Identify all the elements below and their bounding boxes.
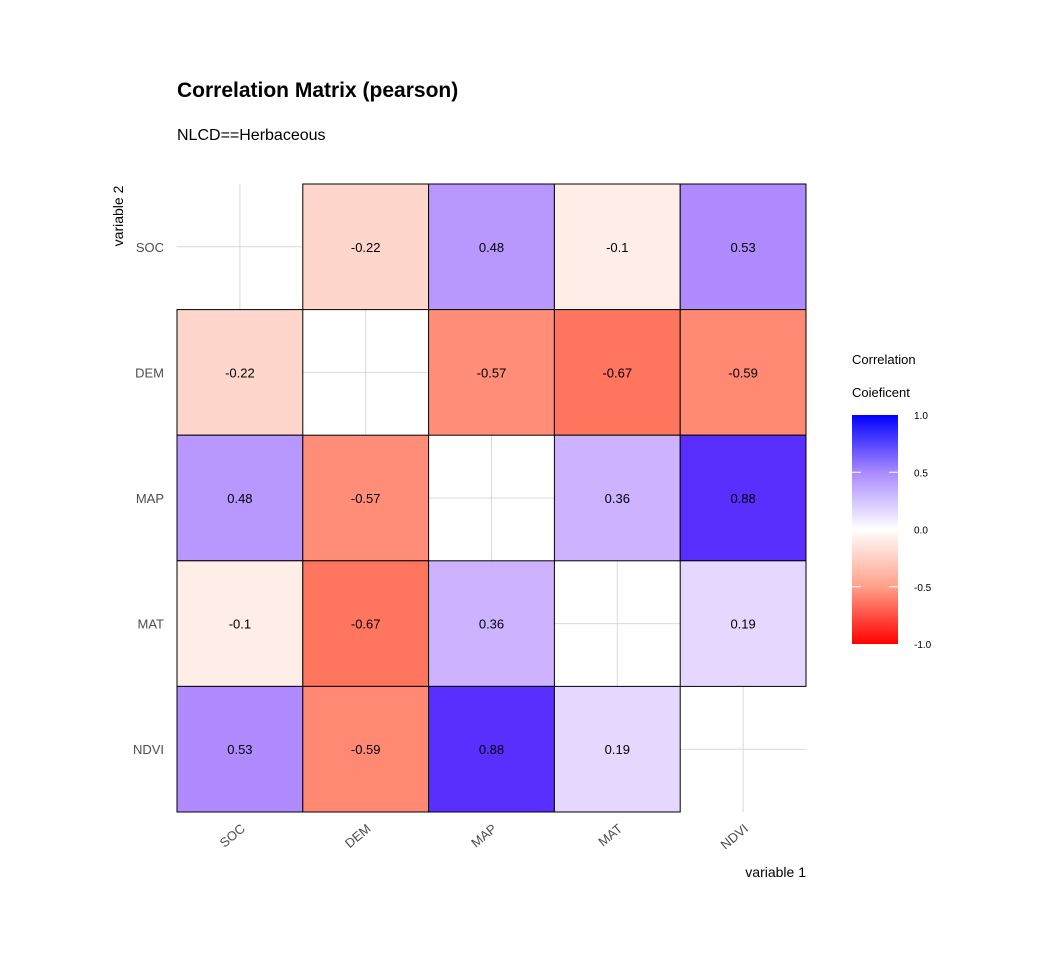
chart-subtitle: NLCD==Herbaceous bbox=[177, 127, 326, 144]
cell-value-label: 0.19 bbox=[605, 742, 630, 757]
heatmap-cell bbox=[553, 434, 681, 562]
chart-title: Correlation Matrix (pearson) bbox=[177, 79, 458, 102]
cell-value-label: -0.1 bbox=[229, 617, 251, 632]
legend-tick-label: 0.5 bbox=[914, 468, 928, 479]
heatmap-cell bbox=[553, 183, 681, 311]
heatmap-cell bbox=[679, 183, 807, 311]
cell-value-label: -0.22 bbox=[225, 365, 255, 380]
cell-value-label: -0.67 bbox=[602, 365, 632, 380]
heatmap-cell bbox=[176, 685, 304, 813]
cell-value-label: -0.22 bbox=[351, 240, 381, 255]
legend-title-1: Correlation bbox=[852, 352, 916, 367]
heatmap-cell bbox=[428, 183, 555, 311]
heatmap-cell bbox=[679, 434, 807, 562]
y-axis-ticks: SOC DEM MAP MAT NDVI bbox=[133, 240, 164, 757]
cell-value-label: -0.1 bbox=[606, 240, 628, 255]
cell-value-label: 0.88 bbox=[730, 491, 755, 506]
legend-title-2: Coieficent bbox=[852, 385, 910, 400]
cell-value-label: -0.59 bbox=[728, 365, 758, 380]
legend-tick-label: 1.0 bbox=[914, 411, 928, 422]
y-tick-label: SOC bbox=[136, 240, 164, 255]
heatmap-cell bbox=[553, 309, 681, 436]
cell-value-label: 0.48 bbox=[227, 491, 252, 506]
cell-value-label: 0.88 bbox=[479, 742, 504, 757]
x-axis-label: variable 1 bbox=[745, 864, 806, 880]
y-axis-label: variable 2 bbox=[110, 185, 126, 246]
legend-tick-label: -1.0 bbox=[914, 640, 932, 651]
heatmap-cell bbox=[176, 309, 304, 436]
legend-tick-label: 0.0 bbox=[914, 526, 928, 537]
heatmap-cell bbox=[302, 560, 430, 687]
heatmap-cell bbox=[302, 685, 430, 813]
heatmap-cell bbox=[428, 685, 555, 813]
y-tick-label: NDVI bbox=[133, 742, 164, 757]
cell-value-label: 0.53 bbox=[227, 742, 252, 757]
cell-value-label: 0.48 bbox=[479, 240, 504, 255]
y-tick-label: MAP bbox=[136, 491, 164, 506]
heatmap-cell bbox=[302, 434, 430, 562]
cell-value-label: 0.36 bbox=[479, 617, 504, 632]
cell-value-label: -0.59 bbox=[351, 742, 381, 757]
y-tick-label: MAT bbox=[138, 617, 165, 632]
y-tick-label: DEM bbox=[135, 365, 164, 380]
cell-value-label: -0.67 bbox=[351, 617, 381, 632]
tiles: -0.22 0.48 -0.1 0.53 -0.22 -0.57 -0.67 -0.59 0.4… bbox=[176, 183, 807, 813]
cell-value-label: 0.19 bbox=[730, 617, 755, 632]
legend: Correlation Coieficent 1.0 0.5 0.0 -0.5 -1.0 bbox=[852, 352, 932, 651]
legend-tick-label: -0.5 bbox=[914, 583, 932, 594]
heatmap-cell bbox=[176, 434, 304, 562]
cell-value-label: 0.36 bbox=[605, 491, 630, 506]
heatmap-cell bbox=[553, 685, 681, 813]
heatmap-cell bbox=[176, 560, 304, 687]
heatmap-cell bbox=[428, 309, 555, 436]
heatmap-cell bbox=[679, 309, 807, 436]
heatmap-cell bbox=[679, 560, 807, 687]
heatmap-cell bbox=[428, 560, 555, 687]
cell-value-label: -0.57 bbox=[477, 365, 507, 380]
cell-value-label: -0.57 bbox=[351, 491, 381, 506]
cell-value-label: 0.53 bbox=[730, 240, 755, 255]
heatmap-cell bbox=[302, 183, 430, 311]
